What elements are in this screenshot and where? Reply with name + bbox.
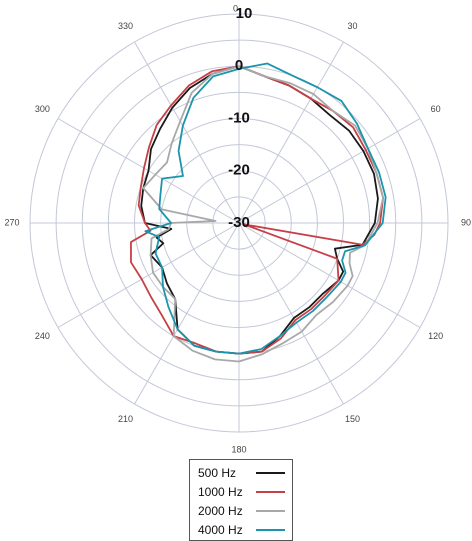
legend-item-4000hz: 4000 Hz <box>198 520 292 539</box>
legend-swatch-2000hz <box>256 509 285 512</box>
legend-label: 1000 Hz <box>198 484 243 499</box>
radial-tick-label: 10 <box>236 5 253 22</box>
angle-tick-label: 90 <box>461 217 471 227</box>
grid-spoke <box>238 222 344 405</box>
angle-tick-label: 120 <box>428 331 443 341</box>
grid-spoke <box>134 222 240 405</box>
angle-tick-label: 180 <box>231 444 246 454</box>
radial-tick-labels: 100-10-20-30 <box>228 5 252 231</box>
legend-item-2000hz: 2000 Hz <box>198 501 292 520</box>
angle-tick-label: 270 <box>4 217 19 227</box>
grid-spoke <box>238 41 344 224</box>
radial-tick-label: -10 <box>228 109 250 126</box>
grid-spoke <box>57 222 240 328</box>
polar-grid <box>29 13 449 433</box>
radial-tick-label: -30 <box>228 214 250 231</box>
angle-tick-label: 0 <box>233 3 238 13</box>
grid-spoke <box>238 118 421 224</box>
radial-tick-label: 0 <box>235 57 243 74</box>
angle-tick-label: 330 <box>118 21 133 31</box>
legend-label: 4000 Hz <box>198 522 243 537</box>
legend: 500 Hz 1000 Hz 2000 Hz 4000 Hz <box>189 459 293 541</box>
series-layer <box>130 62 387 363</box>
legend-swatch-1000hz <box>256 490 285 493</box>
angle-tick-label: 300 <box>35 104 50 114</box>
legend-label: 500 Hz <box>198 465 237 480</box>
angle-tick-label: 240 <box>35 331 50 341</box>
series-line-2000hz <box>142 65 384 363</box>
legend-item-500hz: 500 Hz <box>198 463 292 482</box>
legend-label: 2000 Hz <box>198 503 243 518</box>
grid-spoke <box>134 41 240 224</box>
series-line-1000hz <box>130 65 384 355</box>
angle-tick-label: 60 <box>431 104 441 114</box>
grid-spoke <box>238 222 421 328</box>
legend-swatch-500hz <box>256 471 285 474</box>
angle-tick-label: 30 <box>347 21 357 31</box>
angle-tick-labels: 0 30 60 90 120 150 180 210 240 270 300 330 <box>4 3 471 454</box>
series-line-4000hz <box>144 62 387 355</box>
angle-tick-label: 210 <box>118 414 133 424</box>
radial-tick-label: -20 <box>228 162 250 179</box>
legend-swatch-4000hz <box>256 528 285 531</box>
legend-item-1000hz: 1000 Hz <box>198 482 292 501</box>
angle-tick-label: 150 <box>345 414 360 424</box>
